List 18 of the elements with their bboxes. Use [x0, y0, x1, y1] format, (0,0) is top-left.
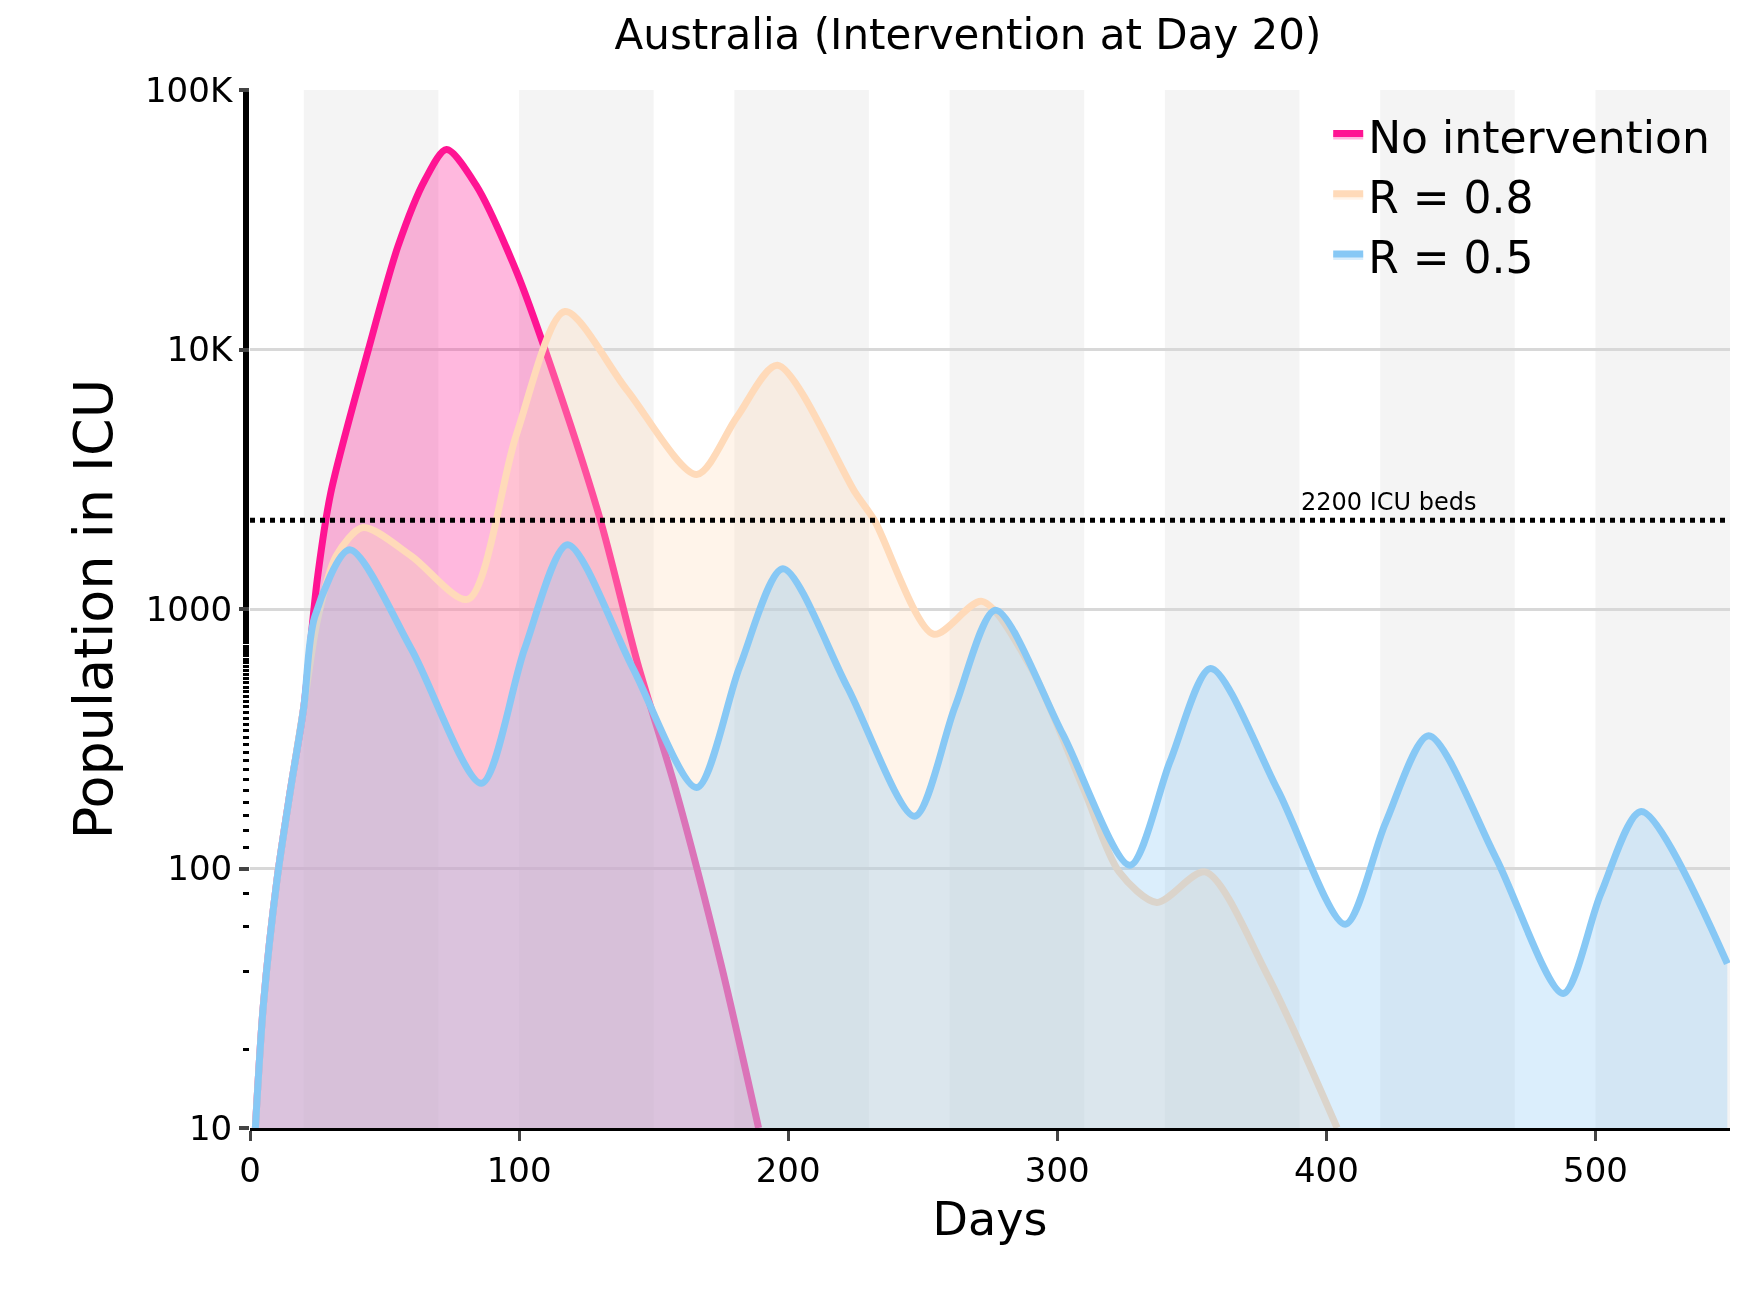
y-tick-label: 100K: [145, 69, 234, 110]
x-tick-label: 100: [486, 1149, 552, 1190]
y-tick-label: 100: [167, 848, 233, 889]
legend-label: No intervention: [1368, 111, 1710, 163]
x-tick-label: 400: [1293, 1149, 1359, 1190]
chart-title: Australia (Intervention at Day 20): [614, 9, 1322, 59]
x-axis-title: Days: [932, 1192, 1048, 1247]
legend-label: R = 0.8: [1368, 171, 1534, 223]
y-axis-title: Population in ICU: [61, 378, 125, 840]
x-tick-label: 300: [1024, 1149, 1090, 1190]
y-tick-label: 10: [188, 1107, 233, 1148]
legend-label: R = 0.5: [1368, 232, 1534, 284]
x-tick-label: 200: [755, 1149, 821, 1190]
y-tick-label: 10K: [166, 329, 234, 370]
x-tick-label: 500: [1563, 1149, 1628, 1190]
y-tick-label: 1000: [145, 588, 233, 629]
x-tick-label: 0: [239, 1149, 261, 1190]
ref-line-label: 2200 ICU beds: [1301, 488, 1477, 516]
